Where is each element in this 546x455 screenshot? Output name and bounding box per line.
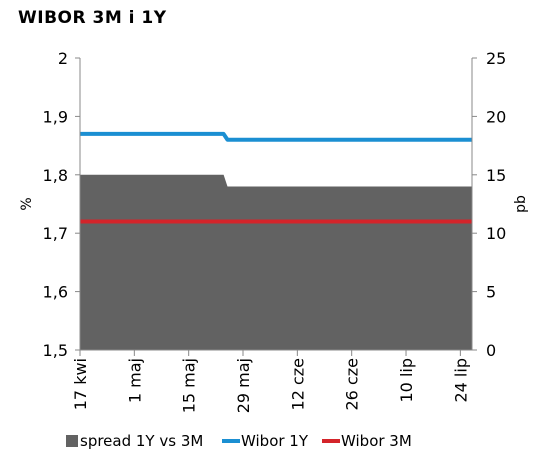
left-tick-label: 2 [58,49,68,68]
left-tick-label: 1,9 [43,107,68,126]
series-area-spread [80,174,472,350]
legend-label: Wibor 1Y [241,432,309,450]
right-tick-label: 25 [486,49,506,68]
x-tick-label: 15 maj [180,358,199,413]
left-axis-title: % [19,197,35,210]
x-tick-label: 29 maj [234,358,253,413]
left-tick-label: 1,5 [43,341,68,360]
legend: spread 1Y vs 3M Wibor 1Y Wibor 3M [66,432,412,450]
right-tick-label: 20 [486,107,506,126]
legend-label: Wibor 3M [341,432,412,450]
left-tick-label: 1,6 [43,283,68,302]
x-tick-label: 26 cze [343,358,362,410]
right-axis-title: pb [513,195,529,213]
right-tick-label: 0 [486,341,496,360]
series-line-wibor-1y [80,131,472,142]
legend-label: spread 1Y vs 3M [80,432,203,450]
x-tick-label: 1 maj [125,358,144,403]
right-tick-label: 15 [486,166,506,185]
right-tick-label: 5 [486,283,496,302]
x-tick-label: 24 lip [451,358,470,403]
plot-area [80,131,472,350]
legend-swatch-area [66,435,78,447]
left-tick-label: 1,7 [43,224,68,243]
left-tick-label: 1,8 [43,166,68,185]
x-tick-label: 17 kwi [71,358,90,410]
chart-title: WIBOR 3M i 1Y [18,8,167,28]
x-tick-label: 12 cze [288,358,307,410]
x-tick-label: 10 lip [397,358,416,403]
right-tick-label: 10 [486,224,506,243]
